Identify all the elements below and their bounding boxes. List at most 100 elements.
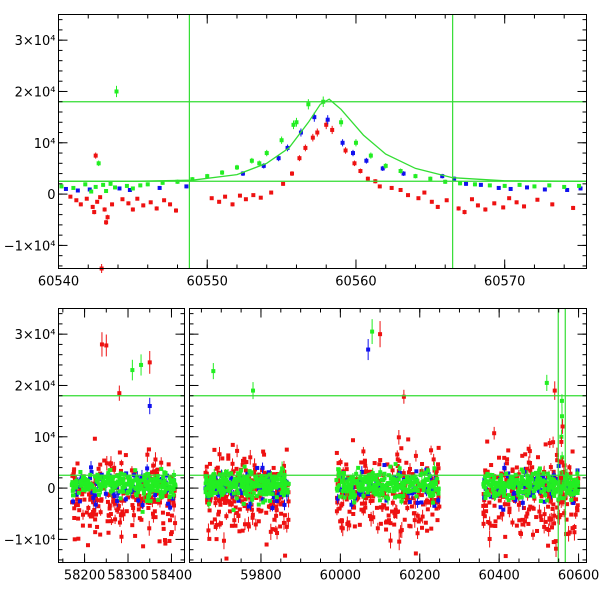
data-point-red [108, 512, 113, 517]
data-point-red [230, 442, 235, 447]
data-point-green [340, 479, 345, 484]
data-point-green [241, 501, 246, 506]
bottom-guide-lines [58, 308, 587, 563]
data-point-green [162, 478, 167, 483]
data-point-red [549, 525, 554, 530]
data-point-red [206, 523, 211, 538]
data-point-green [168, 480, 173, 485]
data-point-red [215, 465, 220, 470]
data-point-red [384, 527, 389, 532]
data-point-red [229, 501, 234, 508]
data-point-green [519, 489, 524, 494]
data-point-green [402, 482, 407, 487]
data-point-green [283, 480, 288, 485]
data-point-red [551, 502, 556, 507]
data-point-red [420, 509, 425, 524]
data-point-red [524, 511, 529, 522]
data-point-red [483, 468, 488, 473]
data-point-red [496, 515, 501, 520]
data-point-red [212, 447, 217, 452]
data-point-green [397, 465, 402, 472]
data-point-red [279, 502, 284, 507]
data-point-red [518, 530, 523, 535]
data-point-red [385, 462, 390, 467]
data-point-red [542, 506, 547, 522]
data-point-red [338, 458, 343, 466]
data-point-red [520, 522, 525, 527]
data-point-red [146, 447, 151, 452]
data-point-green [267, 486, 272, 491]
data-point-red [343, 147, 348, 154]
data-point-red [475, 203, 480, 208]
data-point-red [431, 453, 436, 465]
data-point-red [106, 492, 111, 498]
data-point-red [507, 506, 512, 518]
data-point-red [504, 461, 509, 466]
data-point-red [378, 321, 383, 348]
data-point-red [104, 334, 109, 357]
data-point-green [472, 182, 477, 187]
data-point-blue [364, 157, 369, 164]
data-point-red [120, 509, 125, 514]
data-point-red [462, 209, 467, 215]
y-tick-label: 0 [47, 188, 55, 203]
data-point-green [360, 482, 365, 487]
data-point-red [227, 509, 232, 514]
data-point-red [154, 206, 159, 211]
data-point-green [108, 475, 113, 483]
data-point-green [263, 490, 268, 495]
data-point-red [169, 530, 174, 535]
data-point-green [534, 478, 539, 483]
data-point-green [159, 466, 164, 471]
data-point-green [206, 483, 211, 488]
data-point-green [364, 480, 369, 485]
data-point-green [356, 485, 361, 493]
data-point-green [557, 479, 562, 484]
data-point-green [382, 476, 387, 481]
data-point-blue [366, 339, 371, 361]
data-point-red [434, 506, 439, 511]
data-point-blue [498, 505, 503, 510]
data-point-red [503, 534, 508, 539]
data-point-red [520, 453, 525, 458]
data-point-green [257, 490, 262, 496]
data-point-green [227, 486, 232, 496]
data-point-green [108, 485, 113, 498]
data-point-red [283, 553, 288, 558]
data-point-blue [496, 185, 501, 190]
data-point-red [481, 519, 486, 529]
data-point-red [552, 521, 557, 526]
data-point-red [375, 522, 380, 534]
data-point-green [285, 488, 290, 497]
data-point-red [99, 498, 104, 503]
data-point-red [268, 523, 273, 540]
data-point-blue [77, 499, 82, 504]
data-point-red [102, 458, 107, 463]
data-point-green [138, 486, 143, 491]
data-point-red [345, 516, 350, 532]
data-point-green [558, 487, 563, 492]
data-point-red [173, 515, 178, 531]
data-point-red [547, 513, 552, 526]
data-point-green [230, 485, 235, 490]
data-point-red [547, 438, 552, 448]
data-point-red [386, 513, 391, 518]
data-point-red [212, 517, 217, 522]
data-point-red [286, 512, 291, 527]
data-point-green [130, 359, 135, 381]
data-point-green [122, 484, 127, 489]
data-point-blue [229, 488, 234, 499]
x-tick-label: 59800 [240, 569, 281, 584]
data-point-green [206, 493, 211, 498]
data-point-red [357, 522, 362, 527]
data-point-green [338, 494, 343, 499]
data-point-green [394, 486, 399, 491]
data-point-red [224, 556, 229, 561]
data-point-red [534, 515, 539, 520]
data-point-green [571, 488, 576, 498]
data-point-green [205, 173, 210, 179]
data-point-green [96, 160, 101, 167]
data-point-green [263, 486, 268, 491]
data-point-red [395, 464, 400, 469]
y-tick-label: −1×10⁴ [4, 533, 56, 548]
